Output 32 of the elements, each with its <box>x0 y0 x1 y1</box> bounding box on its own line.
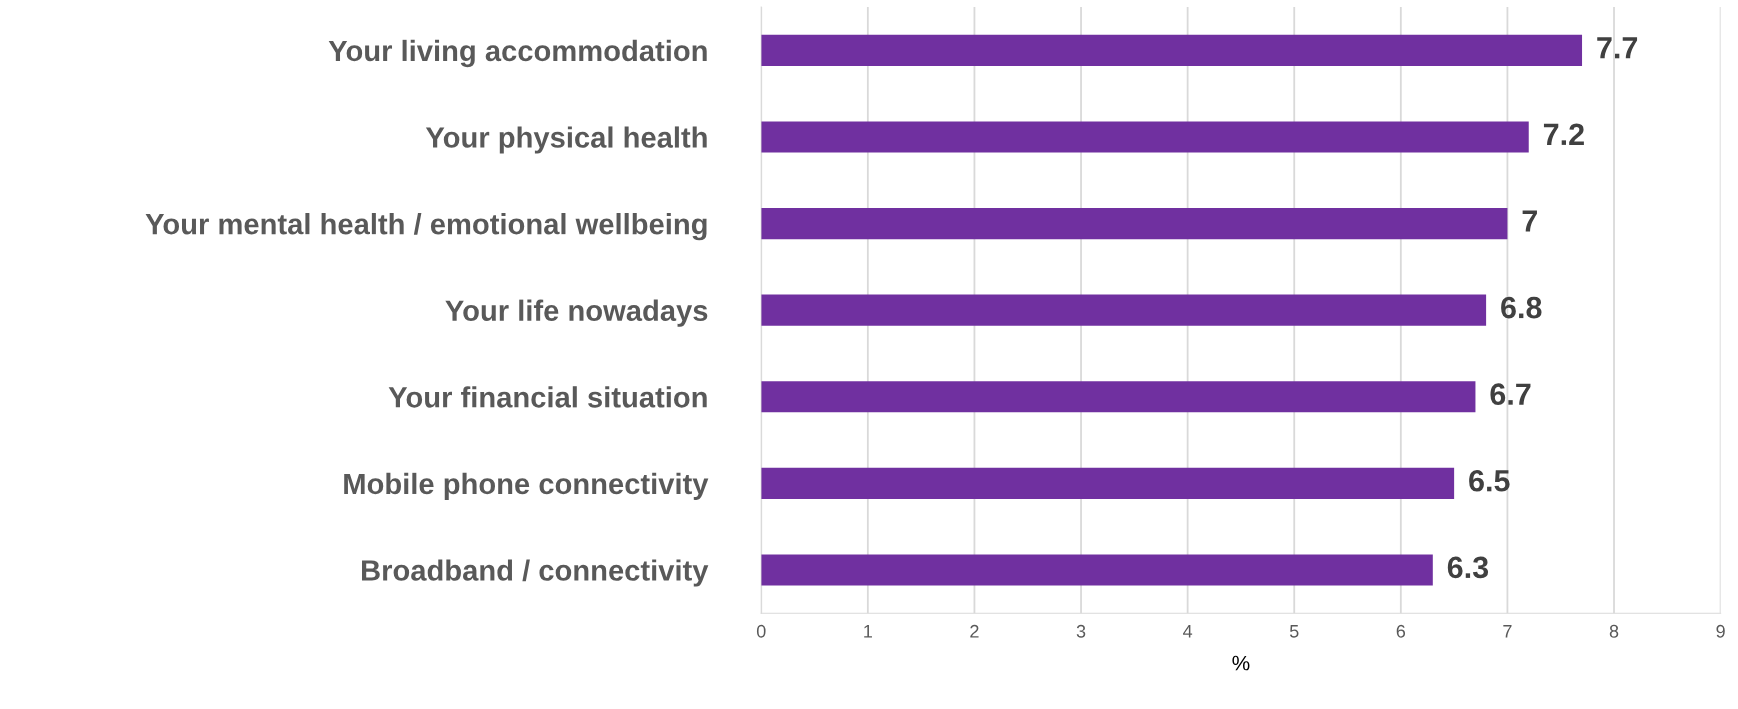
x-tick-label: 8 <box>1609 624 1619 638</box>
y-tick-label: Your mental health / emotional wellbeing <box>145 213 707 241</box>
y-tick-label: Your life nowadays <box>445 299 708 327</box>
data-label: 6.5 <box>1469 469 1510 492</box>
y-tick-label: Your physical health <box>425 126 707 154</box>
x-axis-title: % <box>1232 655 1250 671</box>
y-tick-label: Your living accommodation <box>328 39 707 68</box>
data-label: 6.7 <box>1490 383 1531 405</box>
y-tick-label: Mobile phone connectivity <box>344 472 709 501</box>
bar <box>761 554 1433 586</box>
bar <box>761 121 1529 153</box>
x-tick-label: 2 <box>970 624 979 638</box>
x-tick-label: 7 <box>1503 625 1512 638</box>
x-tick-label: 5 <box>1289 625 1299 638</box>
x-tick-label: 6 <box>1396 624 1406 638</box>
bar <box>761 294 1487 326</box>
x-tick-label: 0 <box>756 624 766 638</box>
data-label: 7 <box>1522 210 1537 232</box>
data-label: 6.8 <box>1501 296 1542 319</box>
data-label: 6.3 <box>1447 556 1489 579</box>
data-label: 7.7 <box>1597 37 1638 59</box>
y-tick-label: Broadband / connectivity <box>362 559 709 587</box>
x-tick-label: 1 <box>864 625 872 638</box>
bar <box>761 467 1455 499</box>
bar <box>761 381 1476 413</box>
x-tick-label: 9 <box>1716 624 1725 638</box>
bar <box>761 208 1508 240</box>
x-tick-label: 3 <box>1076 624 1086 638</box>
data-label: 7.2 <box>1543 123 1584 145</box>
bar <box>761 34 1583 66</box>
x-tick-label: 4 <box>1183 625 1193 638</box>
y-tick-label: Your financial situation <box>388 386 707 408</box>
